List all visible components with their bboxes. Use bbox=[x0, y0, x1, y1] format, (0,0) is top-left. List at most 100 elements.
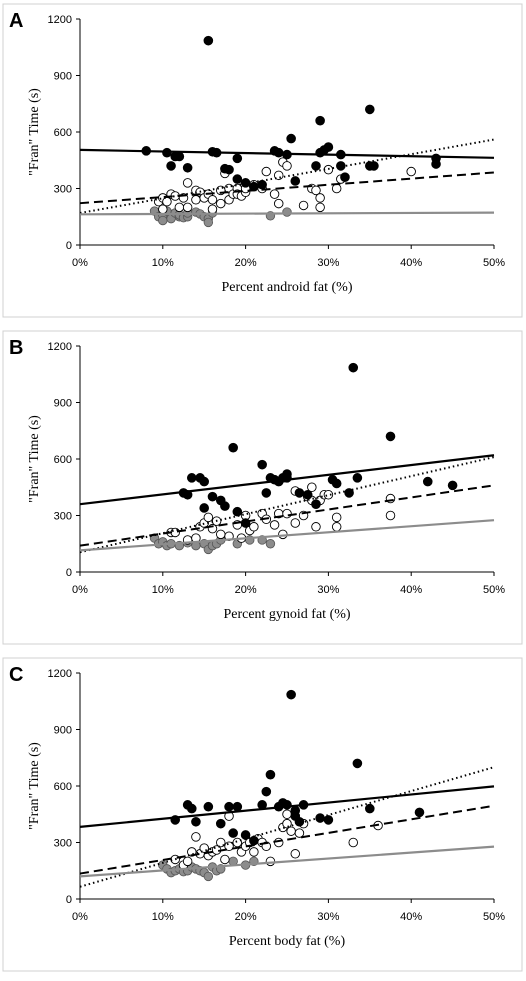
data-point-black bbox=[311, 499, 321, 509]
data-point-open bbox=[282, 508, 292, 519]
data-point-black bbox=[191, 816, 201, 827]
data-point-black bbox=[315, 813, 325, 823]
data-point-open bbox=[298, 200, 309, 211]
x-tick-label: 0% bbox=[72, 584, 88, 596]
x-tick-label: 20% bbox=[235, 584, 257, 596]
data-point-black bbox=[232, 153, 243, 164]
x-tick-label: 50% bbox=[483, 911, 505, 923]
y-tick-label: 600 bbox=[54, 781, 72, 793]
data-point-open bbox=[290, 518, 301, 528]
data-point-black bbox=[174, 151, 185, 162]
data-point-open bbox=[315, 193, 325, 203]
data-point-black bbox=[232, 174, 243, 184]
data-point-black bbox=[228, 828, 238, 838]
data-point-black bbox=[286, 133, 296, 144]
data-point-open bbox=[331, 522, 342, 532]
data-point-gray bbox=[282, 207, 292, 217]
data-point-black bbox=[203, 35, 214, 46]
y-tick-label: 300 bbox=[54, 511, 72, 523]
y-tick-label: 0 bbox=[66, 894, 72, 906]
data-point-black bbox=[261, 786, 272, 797]
data-point-open bbox=[282, 809, 292, 819]
x-axis-title: Percent body fat (%) bbox=[229, 934, 346, 949]
y-tick-label: 600 bbox=[54, 127, 72, 139]
data-point-black bbox=[261, 488, 272, 498]
data-point-open bbox=[406, 166, 416, 177]
trend-line-dashed bbox=[79, 171, 495, 205]
data-point-black bbox=[331, 478, 342, 489]
x-tick-label: 40% bbox=[400, 584, 422, 596]
data-point-black bbox=[240, 518, 251, 528]
data-point-black bbox=[257, 459, 267, 470]
data-point-black bbox=[224, 801, 234, 812]
panel-b: B 0 300 600 900 1200 0% 10% 20% 30% 40% 50% Percent … bbox=[0, 327, 526, 654]
data-point-open bbox=[182, 178, 193, 188]
y-tick-label: 0 bbox=[66, 240, 72, 252]
data-point-black bbox=[365, 803, 375, 814]
data-point-open bbox=[216, 529, 226, 540]
y-axis-title: "Fran" Time (s) bbox=[27, 415, 42, 503]
data-point-open bbox=[261, 166, 272, 177]
data-point-black bbox=[352, 758, 363, 769]
x-tick-label: 10% bbox=[152, 911, 174, 923]
data-point-black bbox=[385, 431, 396, 442]
data-point-gray bbox=[265, 539, 276, 549]
data-point-black bbox=[199, 476, 209, 487]
data-point-open bbox=[269, 520, 280, 530]
y-tick-label: 1200 bbox=[48, 668, 72, 680]
data-point-open bbox=[315, 202, 325, 213]
x-tick-label: 20% bbox=[235, 257, 257, 269]
panel-letter: C bbox=[9, 664, 23, 686]
data-point-black bbox=[166, 161, 176, 171]
x-tick-label: 40% bbox=[400, 257, 422, 269]
data-point-black bbox=[414, 807, 425, 818]
y-axis-title: "Fran" Time (s) bbox=[27, 88, 42, 176]
data-point-gray bbox=[203, 217, 214, 228]
x-tick-label: 10% bbox=[152, 257, 174, 269]
data-point-black bbox=[336, 161, 346, 171]
y-tick-label: 1200 bbox=[48, 341, 72, 353]
data-point-black bbox=[186, 803, 197, 814]
data-point-black bbox=[294, 488, 305, 498]
trend-line-solid-black bbox=[79, 148, 495, 159]
data-point-open bbox=[182, 202, 193, 213]
panel-c: C 0 300 600 900 1200 0% 10% 20% 30% 40% 50% Percent … bbox=[0, 654, 526, 981]
x-tick-label: 50% bbox=[483, 257, 505, 269]
data-point-black bbox=[348, 362, 359, 373]
data-point-black bbox=[422, 476, 433, 487]
y-tick-label: 600 bbox=[54, 454, 72, 466]
data-point-black bbox=[224, 164, 234, 175]
data-point-black bbox=[431, 153, 441, 164]
x-tick-label: 30% bbox=[317, 911, 339, 923]
panel-letter: B bbox=[9, 337, 23, 359]
data-point-open bbox=[207, 204, 218, 214]
data-point-gray bbox=[158, 215, 168, 226]
x-tick-label: 30% bbox=[317, 257, 339, 269]
data-point-black bbox=[344, 488, 354, 498]
chart-frame bbox=[2, 3, 523, 318]
data-point-black bbox=[302, 489, 313, 500]
data-point-black bbox=[286, 689, 296, 700]
data-point-open bbox=[216, 198, 226, 209]
data-point-open bbox=[203, 512, 214, 523]
y-tick-label: 300 bbox=[54, 184, 72, 196]
data-point-black bbox=[186, 473, 197, 483]
chart-a: A 0 300 600 900 1200 0% 10% 20% 30% 40% 50% Percent … bbox=[2, 3, 523, 318]
x-tick-label: 50% bbox=[483, 584, 505, 596]
data-point-open bbox=[307, 482, 317, 492]
data-point-open bbox=[224, 841, 234, 852]
data-point-black bbox=[447, 480, 458, 491]
data-point-black bbox=[240, 178, 251, 188]
data-point-black bbox=[257, 179, 267, 190]
x-tick-label: 40% bbox=[400, 911, 422, 923]
chart-frame bbox=[2, 330, 523, 645]
data-point-black bbox=[323, 142, 334, 152]
x-tick-label: 20% bbox=[235, 911, 257, 923]
data-point-black bbox=[365, 104, 375, 115]
data-point-open bbox=[249, 522, 259, 532]
data-point-black bbox=[369, 161, 379, 171]
data-point-open bbox=[265, 856, 276, 867]
data-point-open bbox=[311, 185, 321, 196]
data-point-black bbox=[228, 442, 238, 453]
panel-a: A 0 300 600 900 1200 0% 10% 20% 30% 40% 50% Percent … bbox=[0, 0, 526, 327]
